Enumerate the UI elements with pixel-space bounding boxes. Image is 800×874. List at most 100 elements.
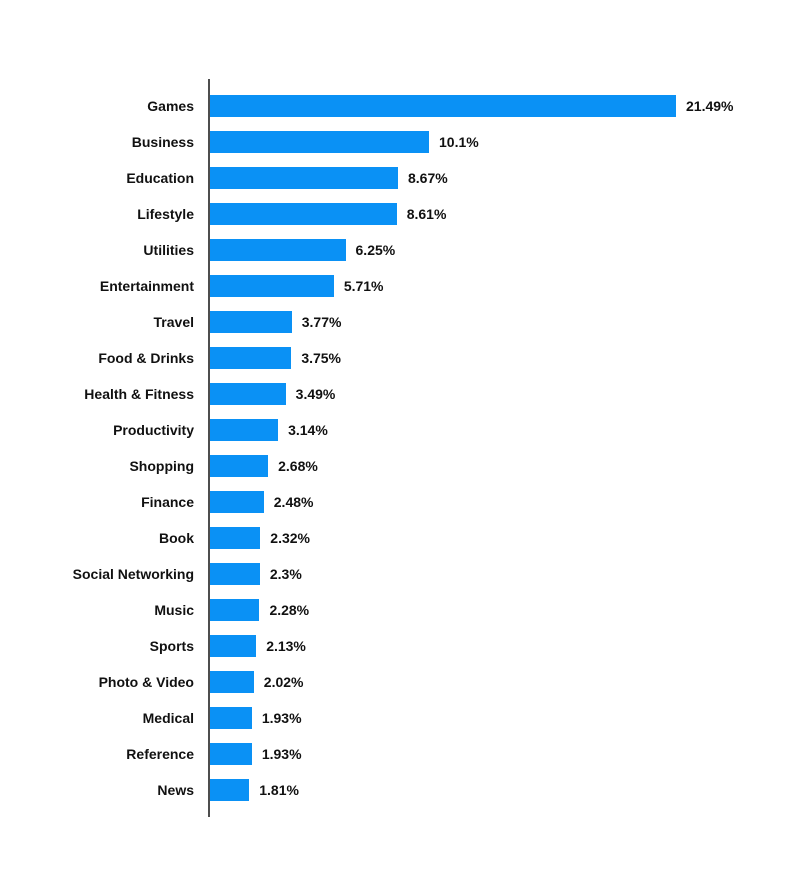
value-label: 2.48%: [273, 494, 314, 510]
bar-track: 2.32%: [210, 527, 676, 549]
bar-row: Lifestyle 8.61%: [0, 196, 800, 232]
bar-row: Reference 1.93%: [0, 736, 800, 772]
value-label: 3.77%: [301, 314, 342, 330]
bar-track: 8.67%: [210, 167, 676, 189]
value-label: 1.93%: [261, 746, 302, 762]
bar: [210, 239, 346, 261]
y-axis-line: [208, 79, 210, 817]
bar-row: Social Networking 2.3%: [0, 556, 800, 592]
category-label: Medical: [142, 710, 194, 726]
category-label: Travel: [153, 314, 194, 330]
bar-row: Sports 2.13%: [0, 628, 800, 664]
category-label: Photo & Video: [98, 674, 194, 690]
value-label: 6.25%: [355, 242, 396, 258]
bar-track: 3.49%: [210, 383, 676, 405]
value-label: 2.3%: [269, 566, 302, 582]
value-label: 2.28%: [269, 602, 310, 618]
bar-row: Medical 1.93%: [0, 700, 800, 736]
category-label: Food & Drinks: [98, 350, 194, 366]
bar: [210, 707, 252, 729]
category-label: Book: [159, 530, 194, 546]
category-label: Education: [126, 170, 194, 186]
bar: [210, 167, 398, 189]
value-label: 1.81%: [259, 782, 299, 798]
value-label: 21.49%: [686, 98, 734, 114]
bar-track: 3.75%: [210, 347, 676, 369]
category-label: Lifestyle: [137, 206, 194, 222]
bar-track: 2.28%: [210, 599, 676, 621]
category-label: Entertainment: [99, 278, 194, 294]
bar-row: Business 10.1%: [0, 124, 800, 160]
bar: [210, 203, 397, 225]
bar-row: Productivity 3.14%: [0, 412, 800, 448]
value-label: 3.14%: [288, 422, 328, 438]
bar: [210, 563, 260, 585]
value-label: 8.61%: [406, 206, 447, 222]
bar-track: 6.25%: [210, 239, 676, 261]
bar-track: 3.77%: [210, 311, 676, 333]
bar-row: Finance 2.48%: [0, 484, 800, 520]
category-label: Business: [131, 134, 194, 150]
category-label: Sports: [149, 638, 194, 654]
value-label: 5.71%: [343, 278, 384, 294]
value-label: 2.02%: [263, 674, 304, 690]
bar: [210, 635, 257, 657]
bar-track: 1.81%: [210, 779, 676, 801]
value-label: 10.1%: [439, 134, 479, 150]
category-label: Music: [154, 602, 194, 618]
bar-row: Book 2.32%: [0, 520, 800, 556]
value-label: 2.32%: [270, 530, 310, 546]
bar: [210, 743, 252, 765]
category-label: Reference: [126, 746, 194, 762]
category-label: Utilities: [143, 242, 194, 258]
category-label: Health & Fitness: [84, 386, 194, 402]
bar-track: 5.71%: [210, 275, 676, 297]
bar-row: Travel 3.77%: [0, 304, 800, 340]
bar: [210, 455, 269, 477]
category-label: News: [157, 782, 194, 798]
bar: [210, 347, 292, 369]
bar-track: 2.48%: [210, 491, 676, 513]
bar: [210, 599, 260, 621]
category-label: Finance: [141, 494, 194, 510]
bar: [210, 527, 261, 549]
bar-row: Photo & Video 2.02%: [0, 664, 800, 700]
bar-track: 2.13%: [210, 635, 676, 657]
category-label: Social Networking: [72, 566, 194, 582]
bar-row: Education 8.67%: [0, 160, 800, 196]
bar-row: Games 21.49%: [0, 88, 800, 124]
bar-track: 2.68%: [210, 455, 676, 477]
bar-row: Shopping 2.68%: [0, 448, 800, 484]
bar-row: Food & Drinks 3.75%: [0, 340, 800, 376]
bar-track: 2.3%: [210, 563, 676, 585]
value-label: 2.68%: [278, 458, 318, 474]
chart-rows: Games 21.49% Business 10.1% Education 8.67% Li…: [0, 88, 800, 808]
value-label: 3.75%: [301, 350, 342, 366]
bar-track: 3.14%: [210, 419, 676, 441]
bar-row: Music 2.28%: [0, 592, 800, 628]
bar: [210, 311, 292, 333]
bar: [210, 383, 286, 405]
bar: [210, 95, 676, 117]
bar: [210, 491, 264, 513]
category-label: Games: [147, 98, 194, 114]
bar-track: 1.93%: [210, 743, 676, 765]
bar-row: Utilities 6.25%: [0, 232, 800, 268]
bar-track: 10.1%: [210, 131, 676, 153]
category-label: Productivity: [113, 422, 194, 438]
bar: [210, 419, 279, 441]
value-label: 3.49%: [295, 386, 336, 402]
bar: [210, 275, 334, 297]
bar: [210, 671, 254, 693]
bar-row: Entertainment 5.71%: [0, 268, 800, 304]
category-label: Shopping: [129, 458, 194, 474]
bar-track: 8.61%: [210, 203, 676, 225]
bar-track: 1.93%: [210, 707, 676, 729]
bar-track: 2.02%: [210, 671, 676, 693]
value-label: 1.93%: [261, 710, 302, 726]
bar: [210, 131, 429, 153]
bar-row: Health & Fitness 3.49%: [0, 376, 800, 412]
bar-track: 21.49%: [210, 95, 733, 117]
bar: [210, 779, 250, 801]
